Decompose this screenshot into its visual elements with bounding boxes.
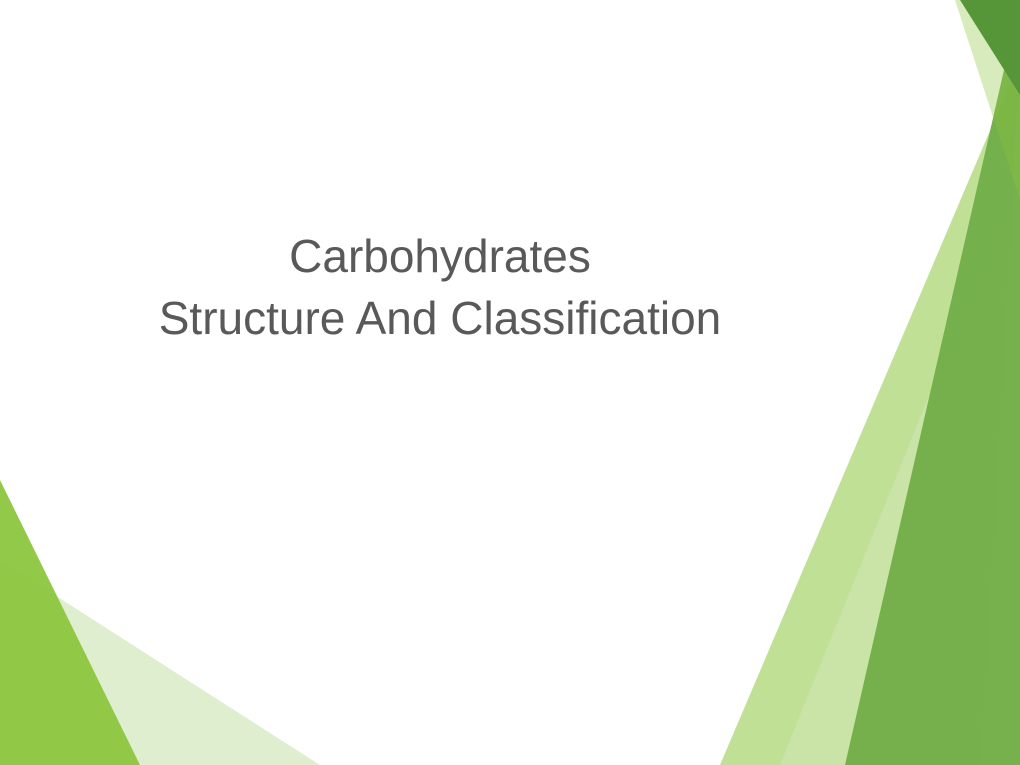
top-right-dark-triangle bbox=[960, 0, 1020, 95]
slide-title-container: Carbohydrates Structure And Classificati… bbox=[60, 225, 820, 349]
bottom-left-dark-triangle bbox=[0, 480, 140, 765]
bottom-left-light-triangle bbox=[0, 560, 320, 765]
slide-title-line-1: Carbohydrates bbox=[60, 225, 820, 287]
right-tall-dark-triangle bbox=[845, 0, 1020, 765]
top-right-light-triangle bbox=[955, 0, 1020, 200]
slide-title-line-2: Structure And Classification bbox=[60, 287, 820, 349]
right-mid-green-triangle bbox=[720, 60, 1020, 765]
decorative-background-shapes bbox=[0, 0, 1020, 765]
presentation-slide: Carbohydrates Structure And Classificati… bbox=[0, 0, 1020, 765]
